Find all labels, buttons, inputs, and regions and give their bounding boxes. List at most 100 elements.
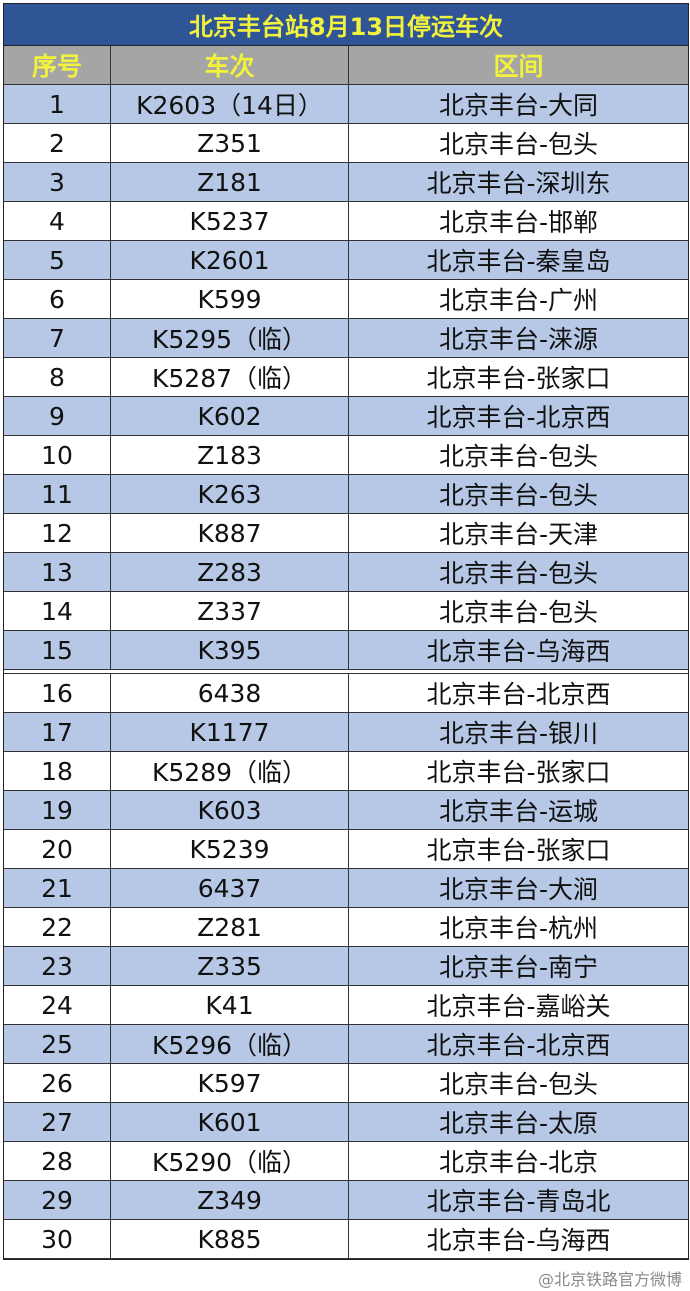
cell-train: K885 bbox=[111, 1220, 349, 1258]
cell-route: 北京丰台-运城 bbox=[438, 797, 599, 826]
table-row: 26 K597 北京丰台-包头 bbox=[4, 1064, 688, 1103]
cell-route: 北京丰台-大涧 bbox=[438, 875, 599, 904]
cell-train: K5290（临） bbox=[111, 1142, 349, 1180]
cell-index: 26 bbox=[4, 1064, 111, 1102]
table-row: 28 K5290（临） 北京丰台-北京 bbox=[4, 1142, 688, 1181]
cell-train: K41 bbox=[111, 986, 349, 1024]
table-row: 12 K887 北京丰台-天津 bbox=[4, 514, 688, 553]
cell-route: 北京丰台-涞源 bbox=[438, 325, 599, 354]
cell-route: 北京丰台-杭州 bbox=[438, 914, 599, 943]
cell-train: K5289（临） bbox=[111, 752, 349, 790]
cell-train: K395 bbox=[111, 631, 349, 669]
header-route: 区间 bbox=[493, 52, 544, 81]
table-row: 30 K885 北京丰台-乌海西 bbox=[4, 1220, 688, 1259]
cell-train: Z183 bbox=[111, 436, 349, 474]
cell-index: 12 bbox=[4, 514, 111, 552]
table-row: 19 K603 北京丰台-运城 bbox=[4, 791, 688, 830]
row-gap bbox=[4, 670, 688, 674]
cell-train: K2601 bbox=[111, 241, 349, 279]
cell-index: 30 bbox=[4, 1220, 111, 1258]
cell-train: K601 bbox=[111, 1103, 349, 1141]
table-title: 北京丰台站8月13日停运车次 bbox=[4, 4, 688, 46]
cell-route: 北京丰台-包头 bbox=[438, 598, 599, 627]
cell-route: 北京丰台-北京西 bbox=[426, 403, 611, 432]
table-row: 16 6438 北京丰台-北京西 bbox=[4, 674, 688, 713]
cell-index: 3 bbox=[4, 163, 111, 201]
cell-train: Z337 bbox=[111, 592, 349, 630]
cell-route: 北京丰台-张家口 bbox=[426, 364, 611, 393]
table-row: 17 K1177 北京丰台-银川 bbox=[4, 713, 688, 752]
cell-index: 24 bbox=[4, 986, 111, 1024]
table-row: 13 Z283 北京丰台-包头 bbox=[4, 553, 688, 592]
cell-index: 11 bbox=[4, 475, 111, 513]
cell-index: 6 bbox=[4, 280, 111, 318]
cell-index: 20 bbox=[4, 830, 111, 868]
header-train: 车次 bbox=[111, 46, 349, 84]
cell-index: 17 bbox=[4, 713, 111, 751]
cell-train: K602 bbox=[111, 397, 349, 435]
cell-route: 北京丰台-包头 bbox=[438, 481, 599, 510]
cell-train: Z335 bbox=[111, 947, 349, 985]
cell-train: Z281 bbox=[111, 908, 349, 946]
table-row: 24 K41 北京丰台-嘉峪关 bbox=[4, 986, 688, 1025]
cell-route: 北京丰台-邯郸 bbox=[438, 208, 599, 237]
table-row: 20 K5239 北京丰台-张家口 bbox=[4, 830, 688, 869]
cell-train: K5287（临） bbox=[111, 358, 349, 396]
cell-train: K2603（14日） bbox=[111, 85, 349, 123]
cell-index: 4 bbox=[4, 202, 111, 240]
cell-train: K887 bbox=[111, 514, 349, 552]
table-row: 10 Z183 北京丰台-包头 bbox=[4, 436, 688, 475]
cell-route: 北京丰台-广州 bbox=[438, 286, 599, 315]
cell-route: 北京丰台-包头 bbox=[438, 130, 599, 159]
cell-index: 16 bbox=[4, 674, 111, 712]
table-row: 15 K395 北京丰台-乌海西 bbox=[4, 631, 688, 670]
cell-index: 7 bbox=[4, 319, 111, 357]
cell-train: K5237 bbox=[111, 202, 349, 240]
table-row: 29 Z349 北京丰台-青岛北 bbox=[4, 1181, 688, 1220]
cell-route: 北京丰台-北京西 bbox=[426, 1031, 611, 1060]
cell-index: 22 bbox=[4, 908, 111, 946]
cell-route: 北京丰台-嘉峪关 bbox=[426, 992, 611, 1021]
table-row: 7 K5295（临） 北京丰台-涞源 bbox=[4, 319, 688, 358]
cell-train: K5239 bbox=[111, 830, 349, 868]
table-row: 18 K5289（临） 北京丰台-张家口 bbox=[4, 752, 688, 791]
cell-train: Z181 bbox=[111, 163, 349, 201]
cell-index: 23 bbox=[4, 947, 111, 985]
cell-index: 14 bbox=[4, 592, 111, 630]
table-row: 1 K2603（14日） 北京丰台-大同 bbox=[4, 85, 688, 124]
cell-route: 北京丰台-包头 bbox=[438, 442, 599, 471]
table-row: 5 K2601 北京丰台-秦皇岛 bbox=[4, 241, 688, 280]
cell-index: 8 bbox=[4, 358, 111, 396]
cell-index: 5 bbox=[4, 241, 111, 279]
cell-train: K603 bbox=[111, 791, 349, 829]
cell-train: K599 bbox=[111, 280, 349, 318]
header-index: 序号 bbox=[4, 46, 111, 84]
cell-route: 北京丰台-包头 bbox=[438, 559, 599, 588]
cell-route: 北京丰台-张家口 bbox=[426, 836, 611, 865]
cell-index: 15 bbox=[4, 631, 111, 669]
cell-route: 北京丰台-天津 bbox=[438, 520, 599, 549]
cell-index: 19 bbox=[4, 791, 111, 829]
cell-train: K597 bbox=[111, 1064, 349, 1102]
cell-route: 北京丰台-北京西 bbox=[426, 680, 611, 709]
cell-train: Z283 bbox=[111, 553, 349, 591]
cell-index: 2 bbox=[4, 124, 111, 162]
cell-route: 北京丰台-秦皇岛 bbox=[426, 247, 611, 276]
cell-index: 27 bbox=[4, 1103, 111, 1141]
table-row: 4 K5237 北京丰台-邯郸 bbox=[4, 202, 688, 241]
table-row: 14 Z337 北京丰台-包头 bbox=[4, 592, 688, 631]
table-row: 22 Z281 北京丰台-杭州 bbox=[4, 908, 688, 947]
table-row: 3 Z181 北京丰台-深圳东 bbox=[4, 163, 688, 202]
table-row: 9 K602 北京丰台-北京西 bbox=[4, 397, 688, 436]
watermark: @北京铁路官方微博 bbox=[537, 1270, 682, 1289]
table-row: 23 Z335 北京丰台-南宁 bbox=[4, 947, 688, 986]
cell-index: 1 bbox=[4, 85, 111, 123]
table-row: 8 K5287（临） 北京丰台-张家口 bbox=[4, 358, 688, 397]
cell-train: K5296（临） bbox=[111, 1025, 349, 1063]
header-row: 序号 车次 区间 bbox=[4, 46, 688, 85]
cell-index: 29 bbox=[4, 1181, 111, 1219]
suspended-trains-table: 北京丰台站8月13日停运车次 序号 车次 区间 1 K2603（14日） 北京丰台-… bbox=[3, 3, 689, 1260]
table-row: 6 K599 北京丰台-广州 bbox=[4, 280, 688, 319]
cell-train: K263 bbox=[111, 475, 349, 513]
cell-index: 28 bbox=[4, 1142, 111, 1180]
